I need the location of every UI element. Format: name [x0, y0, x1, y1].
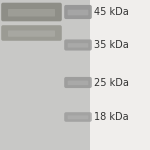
FancyBboxPatch shape [64, 39, 92, 51]
FancyBboxPatch shape [68, 10, 88, 15]
FancyBboxPatch shape [8, 9, 55, 16]
FancyBboxPatch shape [64, 112, 92, 122]
FancyBboxPatch shape [1, 3, 62, 21]
Bar [0, 0, 90, 150]
FancyBboxPatch shape [68, 115, 88, 119]
FancyBboxPatch shape [68, 81, 88, 85]
Text: 35 kDa: 35 kDa [94, 40, 129, 50]
FancyBboxPatch shape [1, 25, 62, 41]
Text: 25 kDa: 25 kDa [94, 78, 129, 87]
FancyBboxPatch shape [68, 43, 88, 48]
FancyBboxPatch shape [8, 30, 55, 37]
Text: 45 kDa: 45 kDa [94, 7, 129, 17]
Bar [90, 0, 150, 150]
FancyBboxPatch shape [64, 5, 92, 19]
Text: 18 kDa: 18 kDa [94, 112, 129, 122]
FancyBboxPatch shape [64, 77, 92, 88]
